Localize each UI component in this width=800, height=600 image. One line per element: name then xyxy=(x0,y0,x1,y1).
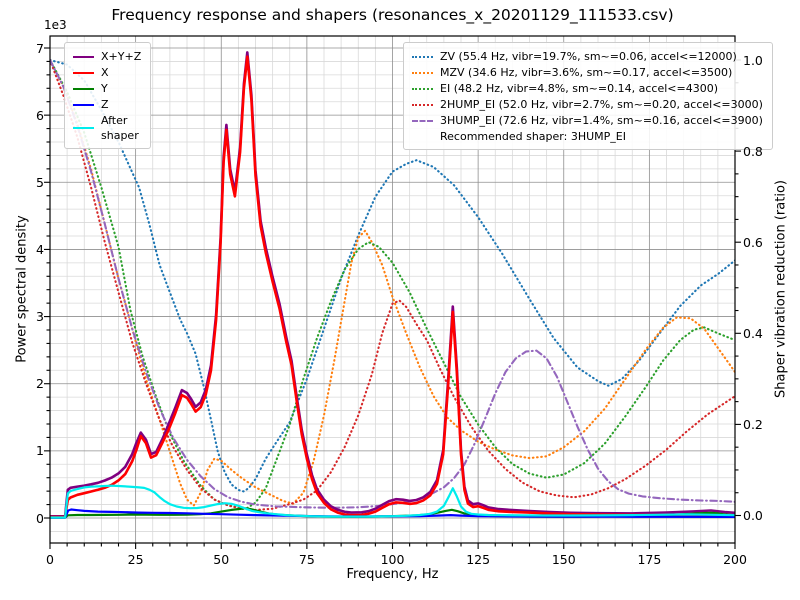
y-left-tick-label: 4 xyxy=(36,241,44,257)
legend-item-label: Y xyxy=(101,82,108,95)
x-tick-label: 150 xyxy=(551,552,576,567)
y-right-tick-label: 0.2 xyxy=(743,416,763,432)
y-right-tick-label: 0.6 xyxy=(743,234,763,250)
x-tick-label: 25 xyxy=(127,552,144,567)
y-left-tick-label: 7 xyxy=(36,40,44,56)
legend-item-label: Z xyxy=(101,98,109,111)
legend-item: X+Y+Z xyxy=(73,49,141,64)
legend-item: MZV (34.6 Hz, vibr=3.6%, sm~=0.17, accel… xyxy=(412,65,763,80)
legend-swatch-line-icon xyxy=(73,127,94,129)
y-right-tick-label: 0.0 xyxy=(743,508,763,523)
legend-psd: X+Y+Z X Y Z After shaper xyxy=(64,42,152,149)
legend-item-label: MZV (34.6 Hz, vibr=3.6%, sm~=0.17, accel… xyxy=(440,66,733,79)
y-left-tick-label: 6 xyxy=(36,107,44,123)
recommended-shaper-note: Recommended shaper: 3HUMP_EI xyxy=(440,130,626,143)
legend-swatch-line-icon xyxy=(412,71,433,74)
y-left-tick-label: 0 xyxy=(36,510,44,526)
y-left-tick-label: 5 xyxy=(36,174,44,190)
x-tick-label: 50 xyxy=(213,552,230,567)
legend-swatch-line-icon xyxy=(73,87,94,90)
axis-offset-label: 1e3 xyxy=(44,18,67,32)
legend-swatch-line-icon xyxy=(73,55,94,58)
legend-swatch-line-icon xyxy=(412,55,433,58)
legend-shapers: ZV (55.4 Hz, vibr=19.7%, sm~=0.06, accel… xyxy=(403,42,773,150)
chart-title: Frequency response and shapers (resonanc… xyxy=(111,6,674,24)
y-left-tick-label: 1 xyxy=(36,443,44,459)
legend-item-label: ZV (55.4 Hz, vibr=19.7%, sm~=0.06, accel… xyxy=(440,50,737,63)
legend-item: Z xyxy=(73,97,141,112)
legend-item: X xyxy=(73,65,141,80)
x-tick-label: 0 xyxy=(46,552,54,567)
psd-axis-label: Power spectral density xyxy=(14,215,30,363)
legend-item-label: 2HUMP_EI (52.0 Hz, vibr=2.7%, sm~=0.20, … xyxy=(440,98,763,111)
curves xyxy=(50,51,735,519)
legend-swatch-line-icon xyxy=(412,103,433,106)
x-tick-label: 75 xyxy=(298,552,315,567)
curve-shaper-3hump_ei xyxy=(50,58,735,509)
curve-psd-after-shaper xyxy=(50,484,735,519)
legend-item: EI (48.2 Hz, vibr=4.8%, sm~=0.14, accel<… xyxy=(412,81,763,96)
legend-item-label: X+Y+Z xyxy=(101,50,142,63)
y-right-tick-label: 0.4 xyxy=(743,325,763,341)
curve-shaper-zv xyxy=(50,58,735,493)
x-tick-label: 200 xyxy=(723,552,747,567)
legend-item: 3HUMP_EI (72.6 Hz, vibr=1.4%, sm~=0.16, … xyxy=(412,113,763,128)
x-tick-label: 100 xyxy=(380,552,405,567)
y-left-tick-label: 3 xyxy=(36,309,44,325)
legend-swatch-line-icon xyxy=(412,119,433,122)
curve-shaper-ei xyxy=(50,58,735,510)
legend-item: ZV (55.4 Hz, vibr=19.7%, sm~=0.06, accel… xyxy=(412,49,763,64)
curve-shaper-2hump_ei xyxy=(50,58,735,512)
x-tick-label: 125 xyxy=(466,552,491,567)
y-right-tick-label: 0.8 xyxy=(743,143,763,159)
legend-swatch-line-icon xyxy=(73,71,94,74)
legend-swatch-line-icon xyxy=(73,103,94,106)
legend-item-label: After shaper xyxy=(101,114,139,142)
shaper-axis-label: Shaper vibration reduction (ratio) xyxy=(773,180,789,398)
legend-item-label: X xyxy=(101,66,109,79)
legend-swatch-line-icon xyxy=(412,87,433,90)
y-left-tick-label: 2 xyxy=(36,376,44,392)
legend-item: 2HUMP_EI (52.0 Hz, vibr=2.7%, sm~=0.20, … xyxy=(412,97,763,112)
x-tick-label: 175 xyxy=(637,552,662,567)
axis-ticks xyxy=(44,47,741,549)
y-right-tick-label: 1.0 xyxy=(743,52,763,68)
curve-psd-x xyxy=(50,55,735,519)
legend-item-label: 3HUMP_EI (72.6 Hz, vibr=1.4%, sm~=0.16, … xyxy=(440,114,763,127)
legend-item: After shaper xyxy=(73,113,141,143)
legend-item-label: EI (48.2 Hz, vibr=4.8%, sm~=0.14, accel<… xyxy=(440,82,718,95)
legend-item: Y xyxy=(73,81,141,96)
curve-shaper-mzv xyxy=(50,58,735,507)
curve-psd-z xyxy=(50,508,735,519)
x-axis-label: Frequency, Hz xyxy=(346,567,439,582)
